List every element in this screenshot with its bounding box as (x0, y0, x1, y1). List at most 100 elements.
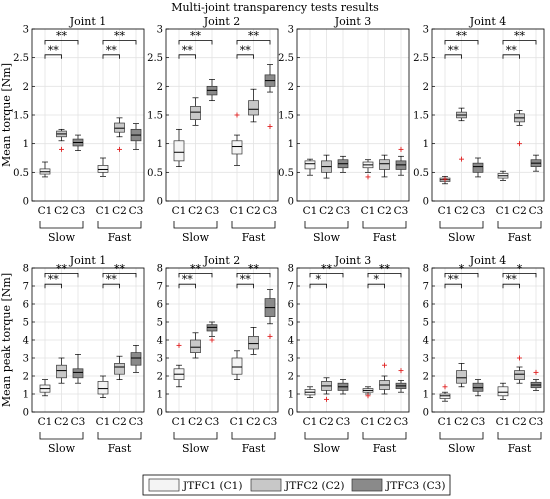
group-label: Fast (108, 231, 132, 244)
outlier-marker (517, 355, 522, 361)
x-tick-label: C1 (361, 205, 376, 217)
significance-label: ** (56, 29, 68, 42)
y-tick-label: 2 (423, 82, 429, 93)
outlier-marker (267, 333, 273, 339)
box-fast-c3 (130, 345, 142, 373)
group-brace (173, 221, 218, 229)
x-tick-label: C1 (361, 416, 376, 428)
y-tick-label: 3 (423, 25, 429, 36)
box-fast-c2 (514, 355, 525, 384)
significance-label: ** (379, 262, 391, 275)
significance-label: ** (240, 44, 252, 57)
group-label: Slow (313, 442, 341, 455)
box-iqr (472, 162, 484, 173)
significance-bracket: ** (44, 273, 62, 289)
group-label: Fast (108, 442, 132, 455)
outlier-marker (517, 141, 522, 147)
bracket-line (44, 273, 79, 278)
y-tick-label: 2.5 (278, 53, 294, 64)
significance-bracket: ** (502, 273, 520, 289)
significance-bracket: ** (102, 262, 137, 278)
box-fast-c1 (497, 382, 509, 400)
significance-bracket: ** (502, 29, 537, 45)
y-tick-label: 7 (23, 282, 29, 293)
panel-title: Joint 1 (69, 15, 107, 28)
bracket-line (502, 40, 537, 45)
box-iqr (97, 381, 109, 395)
outlier-marker (382, 362, 387, 368)
group-brace (97, 432, 142, 440)
x-tick-label: C3 (529, 205, 544, 217)
box-slow-c1 (304, 158, 316, 176)
significance-bracket: ** (236, 29, 271, 45)
y-tick-label: 3 (157, 25, 163, 36)
group-brace (97, 221, 142, 229)
significance-bracket: ** (502, 44, 520, 59)
significance-label: ** (321, 262, 333, 275)
panel-title: Joint 4 (469, 254, 507, 267)
group-label: Slow (313, 231, 341, 244)
y-tick-label: 0 (288, 408, 294, 419)
x-tick-label: C2 (377, 416, 392, 428)
box-slow-c3 (472, 157, 484, 178)
significance-bracket: * (502, 262, 537, 278)
y-tick-label: 5 (423, 318, 429, 329)
significance-label: ** (448, 273, 460, 286)
significance-label: ** (48, 44, 60, 57)
group-label: Slow (182, 442, 210, 455)
x-tick-label: C3 (129, 205, 144, 217)
bracket-line (502, 273, 537, 278)
y-tick-label: 4 (157, 336, 163, 347)
y-tick-label: 1 (157, 139, 163, 150)
y-tick-label: 7 (288, 282, 294, 293)
box-fast-c3 (395, 146, 407, 176)
x-tick-label: C2 (512, 416, 527, 428)
y-tick-label: 1 (23, 139, 29, 150)
figure-title: Multi-joint transparency tests results (171, 1, 379, 14)
axes-frame (431, 267, 545, 413)
x-tick-label: C3 (529, 416, 544, 428)
box-iqr (514, 370, 525, 380)
y-tick-label: 3 (423, 354, 429, 365)
bracket-line (102, 54, 120, 59)
box-fast-c3 (530, 369, 542, 391)
legend-label: JTFC2 (C2) (284, 480, 344, 492)
box-fast-c3 (130, 123, 142, 150)
box-iqr (56, 364, 67, 379)
outlier-marker (117, 146, 122, 152)
group-brace (497, 221, 542, 229)
box-slow-c3 (72, 134, 84, 151)
group-brace (304, 221, 349, 229)
significance-label: ** (56, 262, 68, 275)
legend-swatch (250, 478, 282, 492)
box-fast-c2 (379, 154, 390, 178)
bracket-line (236, 54, 254, 59)
x-tick-label: C2 (454, 416, 469, 428)
box-fast-c1 (362, 386, 374, 399)
y-tick-label: 8 (423, 264, 429, 275)
box-iqr (231, 140, 243, 155)
box-fast-c2 (514, 110, 525, 147)
y-tick-label: 1 (288, 139, 294, 150)
box-slow-c3 (337, 379, 349, 395)
box-iqr (72, 368, 84, 379)
y-tick-label: 3 (288, 354, 294, 365)
significance-label: ** (114, 29, 126, 42)
group-label: Slow (448, 231, 476, 244)
y-tick-label: 2 (288, 372, 294, 383)
box-iqr (173, 140, 185, 162)
y-tick-label: 8 (288, 264, 294, 275)
outlier-marker (365, 174, 371, 180)
y-tick-label: 7 (157, 282, 163, 293)
group-label: Fast (242, 442, 266, 455)
axes-frame (296, 267, 410, 413)
significance-label: ** (182, 44, 194, 57)
outlier-marker (533, 369, 539, 375)
box-iqr (114, 122, 125, 133)
y-tick-label: 6 (423, 300, 429, 311)
box-fast-c1 (362, 159, 374, 180)
x-tick-label: C2 (512, 205, 527, 217)
bracket-line (102, 273, 137, 278)
